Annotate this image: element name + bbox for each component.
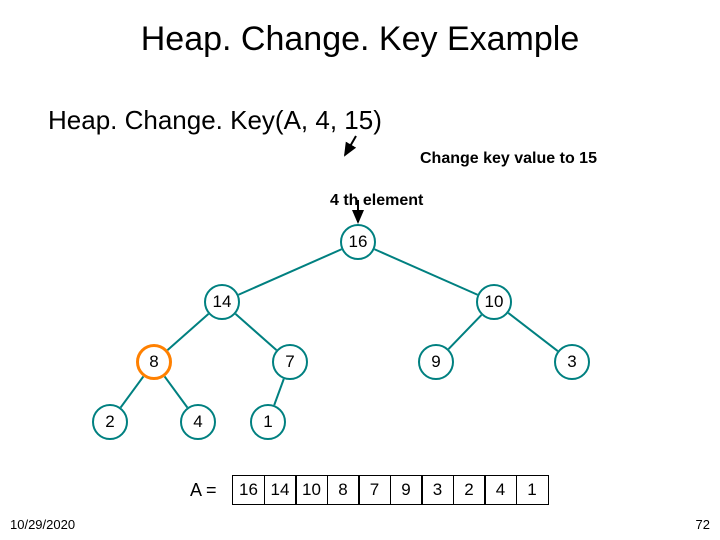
- tree-node: 2: [92, 404, 128, 440]
- tree-node: 3: [554, 344, 590, 380]
- array-cell: 1: [516, 475, 549, 505]
- array-row: 1614108793241: [232, 475, 549, 505]
- array-cell: 4: [484, 475, 517, 505]
- tree-node: 14: [204, 284, 240, 320]
- array-cell: 9: [390, 475, 423, 505]
- slide-title: Heap. Change. Key Example: [0, 20, 720, 59]
- footer-page: 72: [696, 517, 710, 532]
- array-cell: 2: [453, 475, 486, 505]
- array-cell: 16: [232, 475, 265, 505]
- array-label: A =: [190, 480, 217, 501]
- annotation-fourth: 4 th element: [330, 192, 423, 210]
- tree-node: 7: [272, 344, 308, 380]
- tree-edges: [0, 0, 720, 540]
- tree-node: 16: [340, 224, 376, 260]
- tree-node: 8: [136, 344, 172, 380]
- footer-date: 10/29/2020: [10, 517, 75, 532]
- annotation-change: Change key value to 15: [420, 150, 597, 168]
- array-cell: 14: [264, 475, 297, 505]
- tree-node: 10: [476, 284, 512, 320]
- array-cell: 7: [358, 475, 391, 505]
- tree-node: 9: [418, 344, 454, 380]
- tree-node: 1: [250, 404, 286, 440]
- tree-node: 4: [180, 404, 216, 440]
- array-cell: 10: [295, 475, 328, 505]
- array-cell: 8: [327, 475, 360, 505]
- slide-subtitle: Heap. Change. Key(A, 4, 15): [48, 105, 382, 136]
- array-cell: 3: [421, 475, 454, 505]
